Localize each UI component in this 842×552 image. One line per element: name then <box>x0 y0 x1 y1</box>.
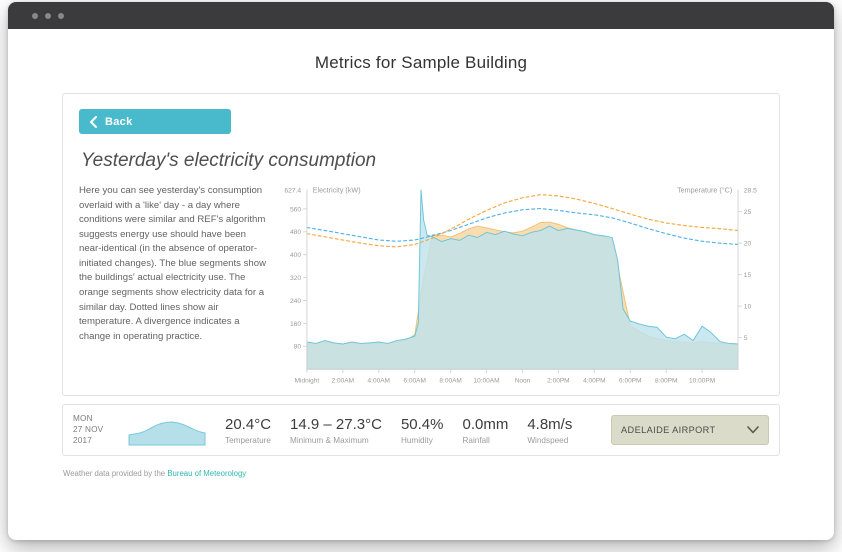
window-control-dot[interactable] <box>45 12 51 19</box>
svg-text:10:00AM: 10:00AM <box>474 378 500 385</box>
svg-text:6:00PM: 6:00PM <box>619 378 641 385</box>
svg-text:2:00PM: 2:00PM <box>547 378 569 385</box>
weather-date-day: MON <box>73 414 93 424</box>
svg-text:25: 25 <box>744 209 752 216</box>
svg-text:Noon: Noon <box>515 378 531 385</box>
svg-text:240: 240 <box>290 298 301 305</box>
back-button-label: Back <box>105 115 133 128</box>
section-heading: Yesterday's electricity consumption <box>81 150 377 171</box>
metric-value: 4.8m/s <box>527 415 573 433</box>
svg-text:20: 20 <box>744 241 752 248</box>
svg-text:5: 5 <box>744 335 748 342</box>
weather-station-dropdown[interactable]: ADELAIDE AIRPORT <box>611 415 769 446</box>
svg-text:560: 560 <box>290 206 301 213</box>
svg-text:Midnight: Midnight <box>295 378 320 385</box>
svg-text:6:00AM: 6:00AM <box>403 378 425 385</box>
window-control-dot[interactable] <box>58 12 64 19</box>
metric-label: Rainfall <box>462 435 490 445</box>
svg-text:Temperature (°C): Temperature (°C) <box>677 185 732 194</box>
metric-label: Humidity <box>400 435 433 445</box>
weather-date-date: 27 NOV <box>73 424 104 434</box>
svg-text:4:00PM: 4:00PM <box>583 378 605 385</box>
metric-value: 14.9 – 27.3°C <box>290 415 382 433</box>
main-content: Metrics for Sample Building Back Yesterd… <box>8 29 834 478</box>
weather-metric-humidity: 50.4% Humidity <box>401 416 444 445</box>
svg-text:160: 160 <box>290 321 301 328</box>
weather-metric-min-max: 14.9 – 27.3°C Minimum & Maximum <box>290 416 382 445</box>
metric-label: Windspeed <box>527 435 569 445</box>
svg-text:480: 480 <box>290 229 301 236</box>
chart-canvas: 80 160 240 320 400 480 560 627.4 5 10 15 20 25 28.5 El… <box>284 185 757 385</box>
weather-date-year: 2017 <box>73 435 93 445</box>
panel-body: Here you can see yesterday's consumption… <box>79 180 763 391</box>
svg-text:10:00PM: 10:00PM <box>689 378 715 385</box>
weather-metric-temperature: 20.4°C Temperature <box>225 416 271 445</box>
metrics-panel: Back Yesterday's electricity consumption… <box>62 93 780 397</box>
svg-text:10: 10 <box>744 304 752 311</box>
window-titlebar <box>8 2 834 29</box>
metric-label: Temperature <box>225 435 271 445</box>
window-control-dot[interactable] <box>32 12 38 19</box>
svg-text:Electricity (kW): Electricity (kW) <box>313 185 361 194</box>
weather-bar: MON 27 NOV 2017 20.4°C Temperature 14.9 … <box>62 404 780 457</box>
svg-text:627.4: 627.4 <box>284 187 301 194</box>
svg-text:28.5: 28.5 <box>744 187 757 194</box>
weather-metric-windspeed: 4.8m/s Windspeed <box>527 416 572 445</box>
electricity-temperature-chart: 80 160 240 320 400 480 560 627.4 5 10 15 20 25 28.5 El… <box>281 180 763 391</box>
weather-metric-rainfall: 0.0mm Rainfall <box>462 416 508 445</box>
metric-value: 20.4°C <box>225 415 272 433</box>
svg-text:320: 320 <box>290 275 301 282</box>
back-button[interactable]: Back <box>79 109 231 134</box>
temperature-sparkline <box>128 421 206 446</box>
app-window: Metrics for Sample Building Back Yesterd… <box>8 2 834 540</box>
svg-text:15: 15 <box>744 272 752 279</box>
weather-station-label: ADELAIDE AIRPORT <box>621 425 716 436</box>
chevron-left-icon <box>90 115 97 128</box>
metric-value: 0.0mm <box>462 415 509 433</box>
chart-description: Here you can see yesterday's consumption… <box>79 185 267 342</box>
weather-date: MON 27 NOV 2017 <box>73 414 109 446</box>
svg-text:400: 400 <box>290 252 301 259</box>
page-title: Metrics for Sample Building <box>314 53 528 72</box>
svg-text:2:00AM: 2:00AM <box>332 378 354 385</box>
svg-text:4:00AM: 4:00AM <box>368 378 390 385</box>
footer-credit: Weather data provided by the Bureau of M… <box>63 469 780 478</box>
footer-text: Weather data provided by the <box>63 469 168 479</box>
svg-text:8:00PM: 8:00PM <box>655 378 677 385</box>
svg-text:8:00AM: 8:00AM <box>439 378 461 385</box>
metric-label: Minimum & Maximum <box>290 435 369 445</box>
metric-value: 50.4% <box>400 415 444 433</box>
bom-link[interactable]: Bureau of Meteorology <box>167 469 247 479</box>
chevron-down-icon <box>747 426 759 434</box>
svg-text:80: 80 <box>294 344 302 351</box>
